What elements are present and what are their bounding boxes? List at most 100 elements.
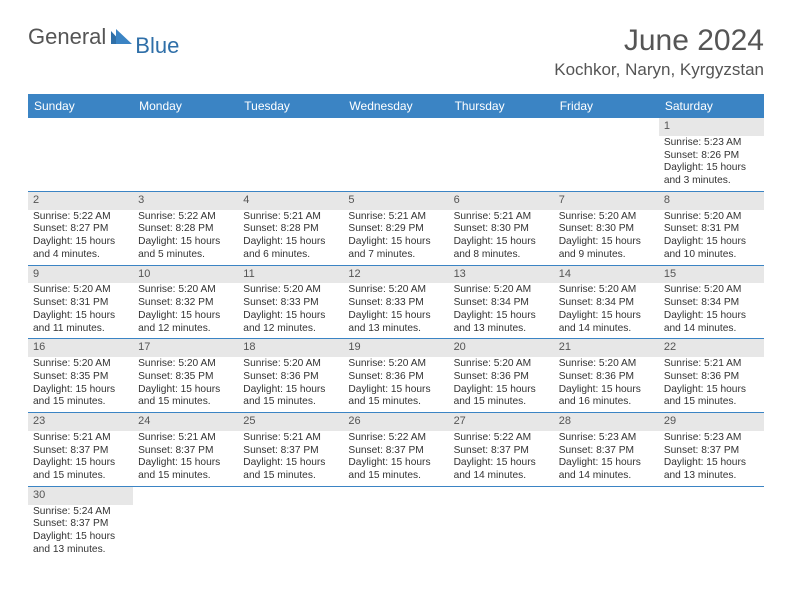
day-line: Daylight: 15 hours [33,457,128,470]
day-cell: 27Sunrise: 5:22 AMSunset: 8:37 PMDayligh… [449,413,554,487]
day-number: 23 [28,413,133,431]
day-cell: 10Sunrise: 5:20 AMSunset: 8:32 PMDayligh… [133,265,238,339]
day-cell: 2Sunrise: 5:22 AMSunset: 8:27 PMDaylight… [28,191,133,265]
day-line: Daylight: 15 hours [454,384,549,397]
day-line: Daylight: 15 hours [664,236,759,249]
day-cell: 30Sunrise: 5:24 AMSunset: 8:37 PMDayligh… [28,486,133,559]
day-body: Sunrise: 5:22 AMSunset: 8:37 PMDaylight:… [343,431,448,486]
day-line: Daylight: 15 hours [664,310,759,323]
day-header: Tuesday [238,94,343,118]
day-line: Sunrise: 5:20 AM [243,284,338,297]
day-line: and 7 minutes. [348,249,443,262]
week-row: 30Sunrise: 5:24 AMSunset: 8:37 PMDayligh… [28,486,764,559]
week-row: 16Sunrise: 5:20 AMSunset: 8:35 PMDayligh… [28,339,764,413]
day-line: Daylight: 15 hours [243,236,338,249]
day-body: Sunrise: 5:22 AMSunset: 8:28 PMDaylight:… [133,210,238,265]
day-line: Sunrise: 5:20 AM [138,358,233,371]
day-line: Sunset: 8:35 PM [33,371,128,384]
day-number: 7 [554,192,659,210]
day-line: Sunrise: 5:20 AM [664,284,759,297]
day-cell: 17Sunrise: 5:20 AMSunset: 8:35 PMDayligh… [133,339,238,413]
day-line: Sunset: 8:33 PM [243,297,338,310]
day-line: and 13 minutes. [33,544,128,557]
day-line: Sunrise: 5:23 AM [664,137,759,150]
logo: General Blue [28,24,179,50]
day-line: and 14 minutes. [664,323,759,336]
day-line: and 12 minutes. [243,323,338,336]
day-body: Sunrise: 5:22 AMSunset: 8:27 PMDaylight:… [28,210,133,265]
flag-icon [110,28,136,46]
day-line: Sunrise: 5:21 AM [138,432,233,445]
day-line: Daylight: 15 hours [243,310,338,323]
day-line: Sunrise: 5:20 AM [348,358,443,371]
day-line: Sunset: 8:37 PM [138,445,233,458]
day-line: Sunset: 8:37 PM [33,445,128,458]
month-title: June 2024 [554,24,764,58]
day-line: and 12 minutes. [138,323,233,336]
day-line: Sunset: 8:32 PM [138,297,233,310]
day-line: Daylight: 15 hours [243,384,338,397]
day-line: and 15 minutes. [348,470,443,483]
day-line: Sunset: 8:36 PM [664,371,759,384]
day-line: Sunset: 8:30 PM [559,223,654,236]
day-cell: 26Sunrise: 5:22 AMSunset: 8:37 PMDayligh… [343,413,448,487]
day-cell [554,118,659,191]
day-header: Thursday [449,94,554,118]
day-line: and 13 minutes. [454,323,549,336]
day-number: 20 [449,339,554,357]
day-cell: 14Sunrise: 5:20 AMSunset: 8:34 PMDayligh… [554,265,659,339]
day-body: Sunrise: 5:24 AMSunset: 8:37 PMDaylight:… [28,505,133,560]
day-cell: 5Sunrise: 5:21 AMSunset: 8:29 PMDaylight… [343,191,448,265]
day-body: Sunrise: 5:21 AMSunset: 8:36 PMDaylight:… [659,357,764,412]
day-line: and 13 minutes. [664,470,759,483]
day-number: 6 [449,192,554,210]
day-line: Sunrise: 5:21 AM [664,358,759,371]
day-header-row: Sunday Monday Tuesday Wednesday Thursday… [28,94,764,118]
day-line: and 14 minutes. [454,470,549,483]
day-header: Sunday [28,94,133,118]
day-body: Sunrise: 5:20 AMSunset: 8:36 PMDaylight:… [554,357,659,412]
day-body: Sunrise: 5:23 AMSunset: 8:26 PMDaylight:… [659,136,764,191]
day-line: Sunrise: 5:22 AM [348,432,443,445]
day-body: Sunrise: 5:20 AMSunset: 8:36 PMDaylight:… [449,357,554,412]
day-line: and 14 minutes. [559,323,654,336]
day-cell: 18Sunrise: 5:20 AMSunset: 8:36 PMDayligh… [238,339,343,413]
day-line: Sunrise: 5:21 AM [454,211,549,224]
day-body: Sunrise: 5:20 AMSunset: 8:34 PMDaylight:… [659,283,764,338]
day-line: Sunset: 8:31 PM [664,223,759,236]
day-line: Sunrise: 5:21 AM [243,432,338,445]
day-body: Sunrise: 5:23 AMSunset: 8:37 PMDaylight:… [659,431,764,486]
day-cell: 9Sunrise: 5:20 AMSunset: 8:31 PMDaylight… [28,265,133,339]
day-body: Sunrise: 5:23 AMSunset: 8:37 PMDaylight:… [554,431,659,486]
day-line: and 10 minutes. [664,249,759,262]
day-cell: 25Sunrise: 5:21 AMSunset: 8:37 PMDayligh… [238,413,343,487]
day-number: 22 [659,339,764,357]
day-line: Daylight: 15 hours [454,236,549,249]
day-line: Daylight: 15 hours [348,384,443,397]
day-number: 18 [238,339,343,357]
day-line: and 4 minutes. [33,249,128,262]
day-line: Sunset: 8:28 PM [138,223,233,236]
week-row: 1Sunrise: 5:23 AMSunset: 8:26 PMDaylight… [28,118,764,191]
day-number: 9 [28,266,133,284]
day-line: Sunrise: 5:20 AM [559,284,654,297]
day-line: and 6 minutes. [243,249,338,262]
day-line: Sunset: 8:37 PM [454,445,549,458]
day-line: Sunrise: 5:20 AM [33,284,128,297]
day-line: and 14 minutes. [559,470,654,483]
day-cell [238,486,343,559]
week-row: 9Sunrise: 5:20 AMSunset: 8:31 PMDaylight… [28,265,764,339]
day-line: Sunrise: 5:20 AM [33,358,128,371]
day-line: Sunset: 8:34 PM [664,297,759,310]
day-line: Sunrise: 5:24 AM [33,506,128,519]
day-body: Sunrise: 5:20 AMSunset: 8:33 PMDaylight:… [238,283,343,338]
day-number: 10 [133,266,238,284]
day-cell: 13Sunrise: 5:20 AMSunset: 8:34 PMDayligh… [449,265,554,339]
week-row: 23Sunrise: 5:21 AMSunset: 8:37 PMDayligh… [28,413,764,487]
day-body: Sunrise: 5:20 AMSunset: 8:33 PMDaylight:… [343,283,448,338]
day-line: Sunrise: 5:22 AM [454,432,549,445]
day-line: Daylight: 15 hours [454,457,549,470]
day-line: Sunrise: 5:20 AM [243,358,338,371]
day-line: Sunrise: 5:21 AM [33,432,128,445]
day-line: Sunset: 8:36 PM [454,371,549,384]
